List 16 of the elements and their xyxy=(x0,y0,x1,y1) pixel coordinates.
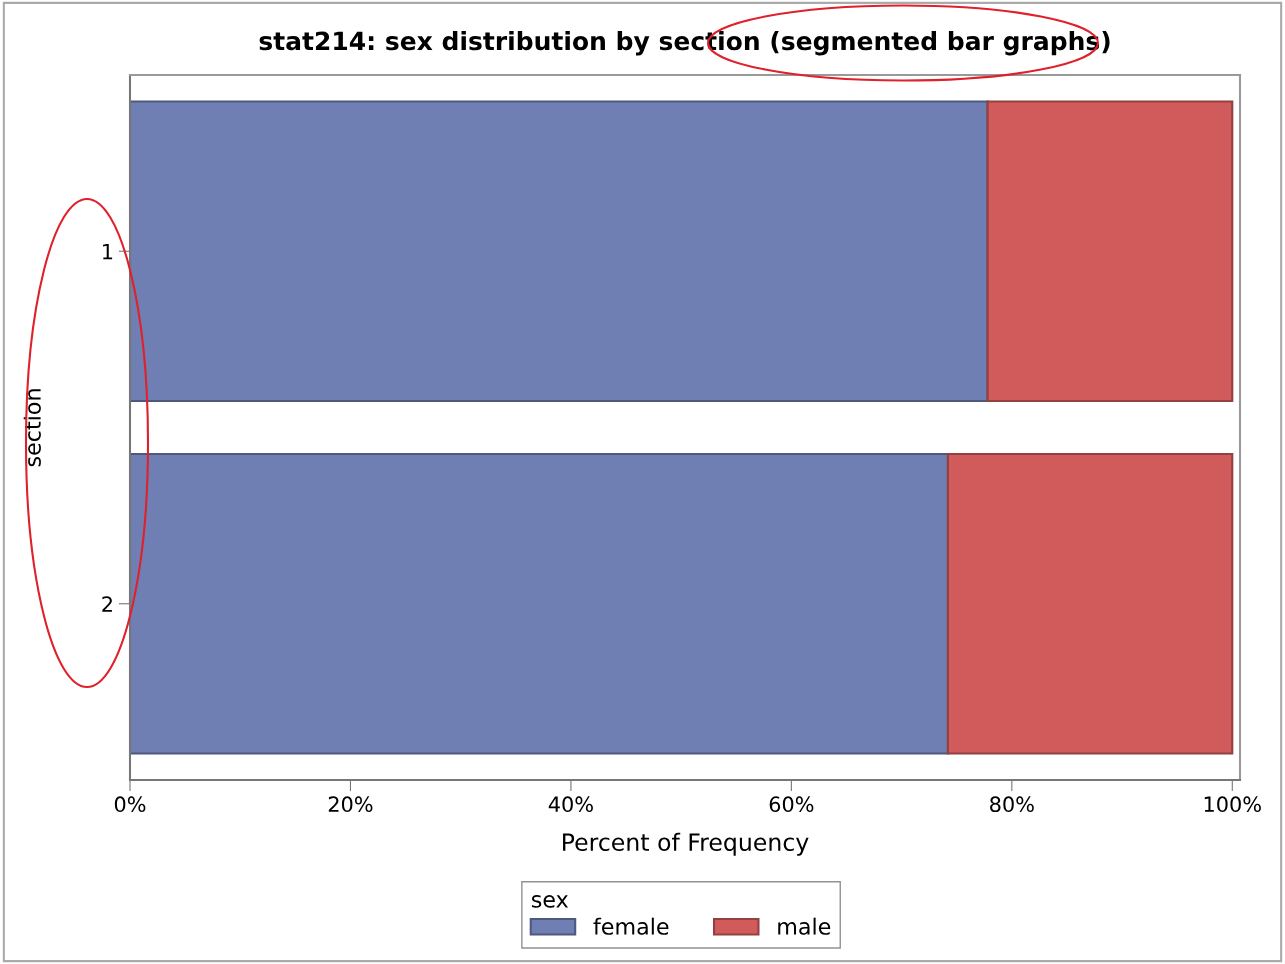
x-tick-label: 0% xyxy=(114,796,146,813)
y-axis-title: section xyxy=(23,389,41,467)
y-tick-label: 2 xyxy=(102,596,112,612)
x-tick-label: 60% xyxy=(769,796,814,813)
y-tick-label: 1 xyxy=(103,243,113,260)
legend-label: female xyxy=(593,917,669,935)
x-axis-title: Percent of Frequency xyxy=(563,832,809,856)
x-tick-label: 20% xyxy=(328,796,373,813)
x-tick-label: 40% xyxy=(548,796,593,813)
bar xyxy=(130,452,949,755)
bar xyxy=(946,452,1234,755)
bar xyxy=(986,100,1234,403)
legend-label: male xyxy=(778,917,831,935)
legend-title: sex xyxy=(531,895,569,908)
x-tick-label: 80% xyxy=(990,796,1034,813)
x-tick-label: 100% xyxy=(1204,796,1261,813)
